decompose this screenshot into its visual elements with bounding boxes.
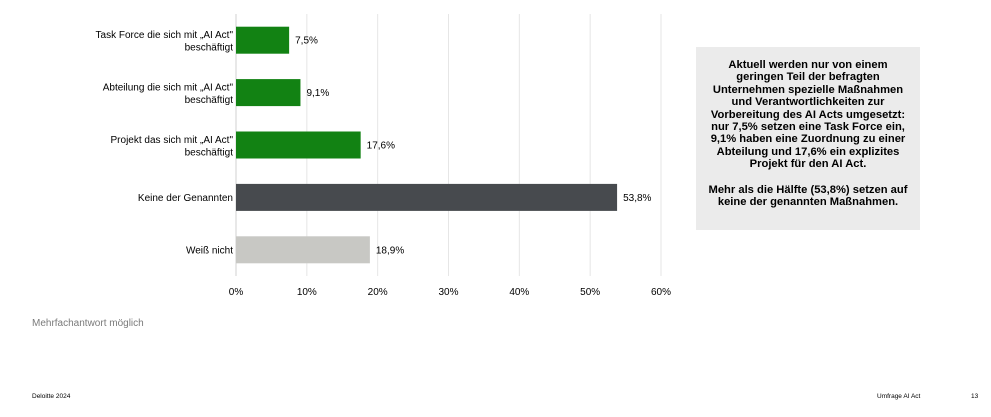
category-label-0: Task Force die sich mit „AI Act" beschäft… (96, 30, 234, 54)
bar-2 (236, 131, 361, 159)
x-tick-label-3: 30% (438, 287, 458, 298)
x-tick-label-6: 60% (651, 287, 671, 298)
category-label-3: Keine der Genannten (138, 193, 233, 204)
bar-value-label-0: 7,5% (295, 36, 318, 47)
category-label-4: Weiß nicht (186, 245, 233, 256)
multiple-answers-note: Mehrfachantwort möglich (32, 318, 144, 329)
bar-value-label-3: 53,8% (623, 193, 651, 204)
bar-1 (236, 79, 301, 107)
bar-0 (236, 26, 290, 54)
footer-source: Deloitte 2024 (32, 393, 71, 400)
bar-value-label-1: 9,1% (306, 88, 329, 99)
page-number: 13 (971, 393, 979, 400)
x-tick-label-4: 40% (509, 287, 529, 298)
footer-survey-name: Umfrage AI Act (877, 393, 921, 400)
x-tick-label-0: 0% (229, 287, 244, 298)
x-tick-label-2: 20% (368, 287, 388, 298)
bar-4 (236, 236, 370, 264)
x-tick-label-1: 10% (297, 287, 317, 298)
x-tick-label-5: 50% (580, 287, 600, 298)
summary-callout: Aktuell werden nur von einem geringen Te… (696, 47, 920, 230)
callout-paragraph-2: Mehr als die Hälfte (53,8%) setzen auf k… (708, 183, 908, 209)
category-label-1: Abteilung die sich mit „AI Act" beschäfti… (103, 83, 234, 107)
category-label-2: Projekt das sich mit „AI Act" beschäftigt (111, 135, 234, 159)
callout-paragraph-1: Aktuell werden nur von einem geringen Te… (710, 59, 906, 171)
bar-value-label-4: 18,9% (376, 245, 404, 256)
bar-value-label-2: 17,6% (367, 141, 395, 152)
bar-3 (236, 183, 618, 211)
